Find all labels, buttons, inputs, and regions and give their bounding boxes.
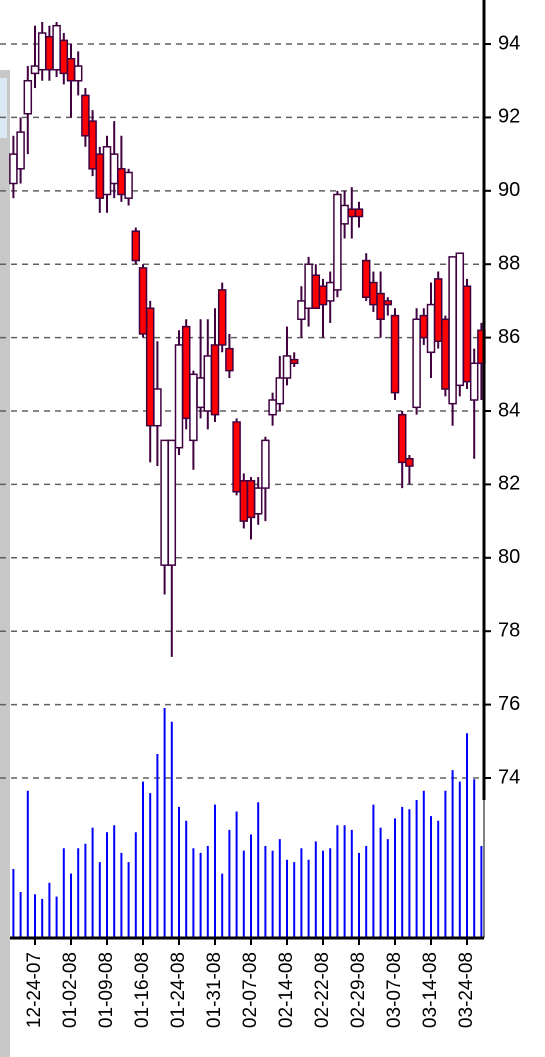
x-tick-label: 02-14-08 (276, 952, 297, 1028)
candle-body (196, 377, 205, 409)
candle-body (210, 344, 220, 416)
candle-body (117, 168, 126, 196)
candle-body (52, 24, 61, 71)
candle-body (397, 413, 407, 464)
candle-body (102, 146, 112, 196)
y-tick-label: 92 (498, 106, 520, 128)
candle-body (419, 314, 429, 339)
candle-body (455, 252, 465, 387)
candle-body (131, 230, 141, 262)
y-tick-label: 78 (498, 619, 520, 641)
candle-body (275, 377, 285, 405)
y-tick-label: 74 (498, 766, 520, 788)
candle-body (340, 204, 349, 225)
candle-body (383, 300, 393, 306)
candle-body (354, 208, 364, 218)
candle-body (333, 193, 342, 291)
candle-body (390, 314, 400, 394)
y-tick-label: 94 (498, 32, 520, 54)
candle-body (448, 256, 457, 405)
y-tick-label: 76 (498, 693, 520, 715)
candle-body (217, 289, 227, 346)
candle-body (261, 439, 270, 489)
candle-body (66, 57, 76, 82)
candle-body (405, 457, 414, 467)
x-tick-label: 02-22-08 (312, 952, 333, 1028)
candle-body (239, 479, 249, 522)
candle-body (174, 344, 184, 449)
candle-body (282, 355, 292, 379)
y-tick-label: 88 (498, 253, 520, 275)
candle-body (304, 263, 313, 310)
candle-body (189, 373, 198, 442)
candle-body (318, 285, 328, 306)
candle-body (347, 208, 357, 218)
side-panel (0, 70, 10, 1057)
candle-body (469, 362, 479, 401)
candle-body (109, 153, 119, 185)
y-tick-label: 90 (498, 179, 520, 201)
candle-body (289, 358, 299, 365)
y-tick-label: 86 (498, 326, 520, 348)
x-tick-label: 01-09-08 (96, 952, 117, 1028)
candle-body (88, 120, 97, 170)
candle-body (73, 65, 83, 82)
candle-body (253, 487, 263, 515)
candle-body (145, 307, 155, 427)
x-tick-label: 01-16-08 (132, 952, 153, 1028)
candle-body (412, 318, 421, 409)
y-tick-label: 80 (498, 546, 520, 568)
candle-body (369, 281, 378, 306)
candle-body (181, 325, 191, 420)
candle-body (426, 303, 436, 354)
candle-body (376, 292, 385, 321)
side-panel-tab (0, 78, 7, 138)
candle-body (37, 32, 47, 71)
x-tick-label: 03-14-08 (420, 952, 441, 1028)
candle-body (167, 439, 177, 566)
x-tick-label: 01-31-08 (204, 952, 225, 1028)
x-tick-label: 02-29-08 (348, 952, 369, 1028)
candle-body (153, 388, 162, 427)
candle-body (232, 421, 241, 493)
y-tick-label: 84 (498, 399, 520, 421)
candle-body (16, 131, 25, 170)
y-tick-label: 82 (498, 473, 520, 495)
x-tick-label: 03-07-08 (384, 952, 405, 1028)
candle-body (45, 35, 54, 71)
candle-body (433, 278, 443, 343)
candle-body (124, 171, 133, 199)
x-tick-label: 01-24-08 (168, 952, 189, 1028)
candle-body (23, 79, 33, 115)
x-tick-label: 01-02-08 (60, 952, 81, 1028)
candle-body (59, 39, 69, 75)
candle-body (203, 355, 213, 412)
x-tick-label: 03-24-08 (456, 952, 477, 1028)
candle-body (160, 439, 169, 566)
candle-body (297, 300, 306, 321)
x-tick-label: 12-24-07 (24, 952, 45, 1028)
candle-body (462, 285, 472, 383)
candle-body (311, 274, 321, 310)
candle-body (30, 65, 40, 75)
candle-body (325, 281, 335, 302)
candle-body (268, 399, 277, 416)
candle-body (441, 318, 450, 390)
candle-body (138, 267, 148, 335)
candle-body (9, 153, 18, 185)
candle-body (361, 259, 371, 298)
x-tick-label: 02-07-08 (240, 952, 261, 1028)
candle-body (246, 479, 256, 519)
candle-body (81, 94, 90, 137)
candle-body (95, 153, 105, 199)
candle-body (225, 347, 234, 372)
